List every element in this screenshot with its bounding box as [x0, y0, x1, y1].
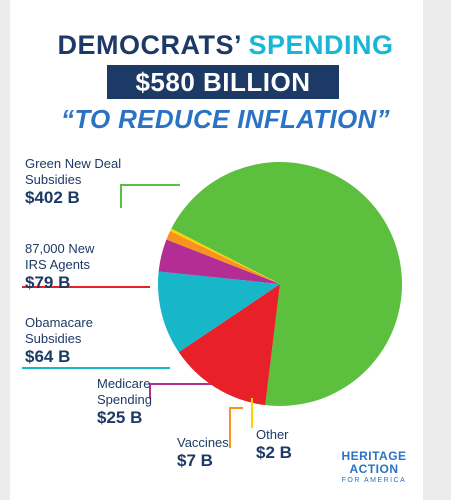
slice-value: $64 B	[25, 347, 71, 366]
heritage-action-logo: HERITAGE ACTION FOR AMERICA	[334, 450, 414, 485]
pie-slice-vaccines	[166, 230, 280, 284]
pie-slice-medicare	[158, 239, 280, 284]
leader-line-medicare	[149, 383, 212, 398]
amount-banner: $580 BILLION	[107, 65, 339, 99]
label-irs-agents: 87,000 New IRS Agents $79 B	[25, 241, 94, 293]
logo-line3: FOR AMERICA	[341, 477, 407, 484]
logo-line2: ACTION	[349, 462, 399, 476]
slice-value: $25 B	[97, 408, 143, 427]
slice-name: 87,000 New IRS Agents	[25, 241, 95, 272]
leader-line-green-new-deal	[120, 184, 180, 208]
slice-value: $402 B	[25, 188, 80, 207]
pie-slice-obamacare	[158, 271, 280, 353]
chart-title: DEMOCRATS’ SPENDING	[0, 30, 451, 61]
label-vaccines: Vaccines $7 B	[177, 435, 229, 471]
label-obamacare: Obamacare Subsidies $64 B	[25, 315, 93, 367]
slice-value: $7 B	[177, 451, 213, 470]
title-part-democrats: DEMOCRATS’	[57, 30, 241, 60]
pie-slice-green-new-deal	[171, 161, 403, 406]
slice-name: Obamacare Subsidies	[25, 315, 93, 346]
label-medicare: Medicare Spending $25 B	[97, 376, 152, 428]
leader-line-vaccines	[229, 407, 243, 448]
pie-slice-irs-agents	[178, 284, 280, 406]
slice-name: Other	[256, 427, 289, 442]
slice-name: Vaccines	[177, 435, 229, 450]
chart-subtitle: “TO REDUCE INFLATION”	[61, 104, 390, 134]
label-other: Other $2 B	[256, 427, 292, 463]
label-green-new-deal: Green New Deal Subsidies $402 B	[25, 156, 121, 208]
pie-slice-other	[170, 228, 280, 284]
slice-name: Medicare Spending	[97, 376, 152, 407]
slice-name: Green New Deal Subsidies	[25, 156, 122, 187]
slice-value: $2 B	[256, 443, 292, 462]
title-part-spending: SPENDING	[248, 30, 394, 60]
logo-line1: HERITAGE	[341, 449, 407, 463]
slice-value: $79 B	[25, 273, 71, 292]
